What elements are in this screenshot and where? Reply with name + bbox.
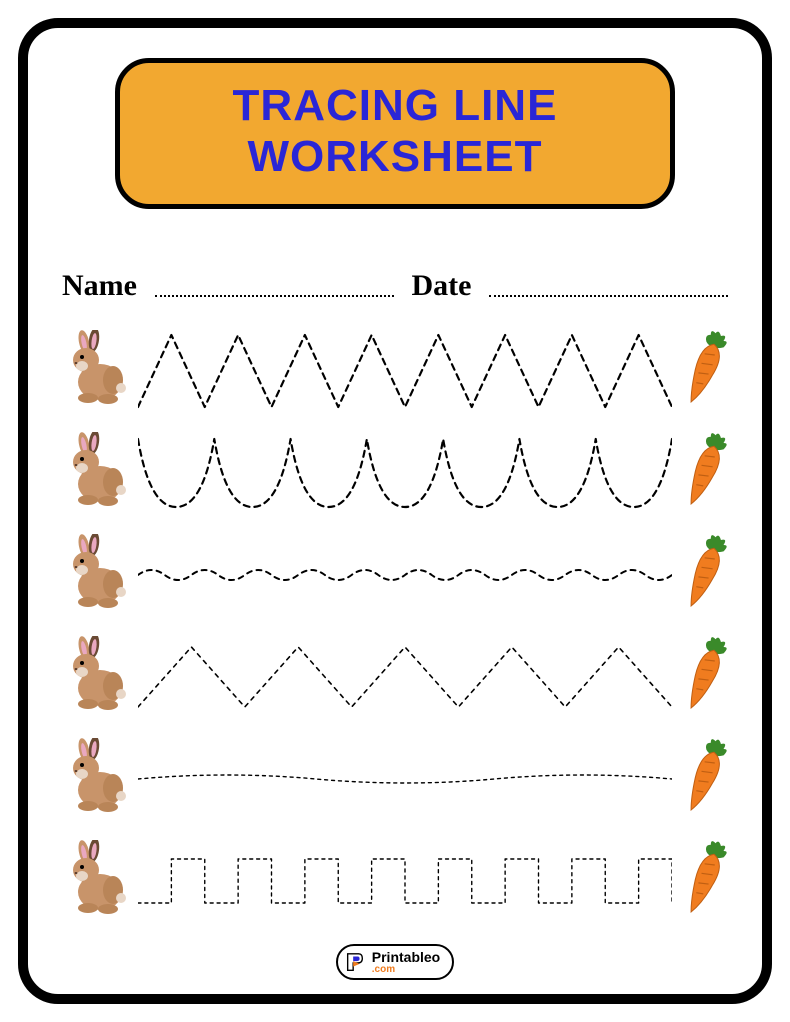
trace-row bbox=[58, 631, 732, 723]
worksheet-frame: TRACING LINE WORKSHEET Name Date bbox=[18, 18, 772, 1004]
title-box: TRACING LINE WORKSHEET bbox=[115, 58, 675, 209]
title-line-1: TRACING LINE bbox=[130, 81, 660, 132]
trace-line[interactable] bbox=[138, 739, 672, 819]
name-label: Name bbox=[62, 269, 137, 303]
date-label: Date bbox=[412, 269, 472, 303]
trace-row bbox=[58, 733, 732, 825]
trace-row bbox=[58, 325, 732, 417]
footer: Printableo .com bbox=[28, 944, 762, 980]
rabbit-icon bbox=[58, 534, 130, 612]
carrot-icon bbox=[680, 431, 732, 511]
carrot-icon bbox=[680, 737, 732, 817]
trace-line[interactable] bbox=[138, 535, 672, 615]
trace-row bbox=[58, 529, 732, 621]
carrot-icon bbox=[680, 329, 732, 409]
date-input-line[interactable] bbox=[489, 295, 728, 297]
brand-name: Printableo bbox=[372, 949, 440, 965]
rabbit-icon bbox=[58, 636, 130, 714]
trace-row bbox=[58, 427, 732, 519]
rabbit-icon bbox=[58, 738, 130, 816]
carrot-icon bbox=[680, 839, 732, 919]
trace-line[interactable] bbox=[138, 433, 672, 513]
brand-domain: .com bbox=[372, 965, 440, 975]
rabbit-icon bbox=[58, 840, 130, 918]
tracing-rows bbox=[52, 325, 738, 927]
rabbit-icon bbox=[58, 432, 130, 510]
trace-row bbox=[58, 835, 732, 927]
carrot-icon bbox=[680, 533, 732, 613]
trace-line[interactable] bbox=[138, 841, 672, 921]
trace-line[interactable] bbox=[138, 331, 672, 411]
title-line-2: WORKSHEET bbox=[130, 132, 660, 183]
brand-logo-icon bbox=[344, 951, 366, 973]
fields-row: Name Date bbox=[52, 269, 738, 303]
name-input-line[interactable] bbox=[155, 295, 394, 297]
trace-line[interactable] bbox=[138, 637, 672, 717]
brand-badge: Printableo .com bbox=[336, 944, 454, 980]
rabbit-icon bbox=[58, 330, 130, 408]
brand-text: Printableo .com bbox=[372, 949, 440, 975]
carrot-icon bbox=[680, 635, 732, 715]
